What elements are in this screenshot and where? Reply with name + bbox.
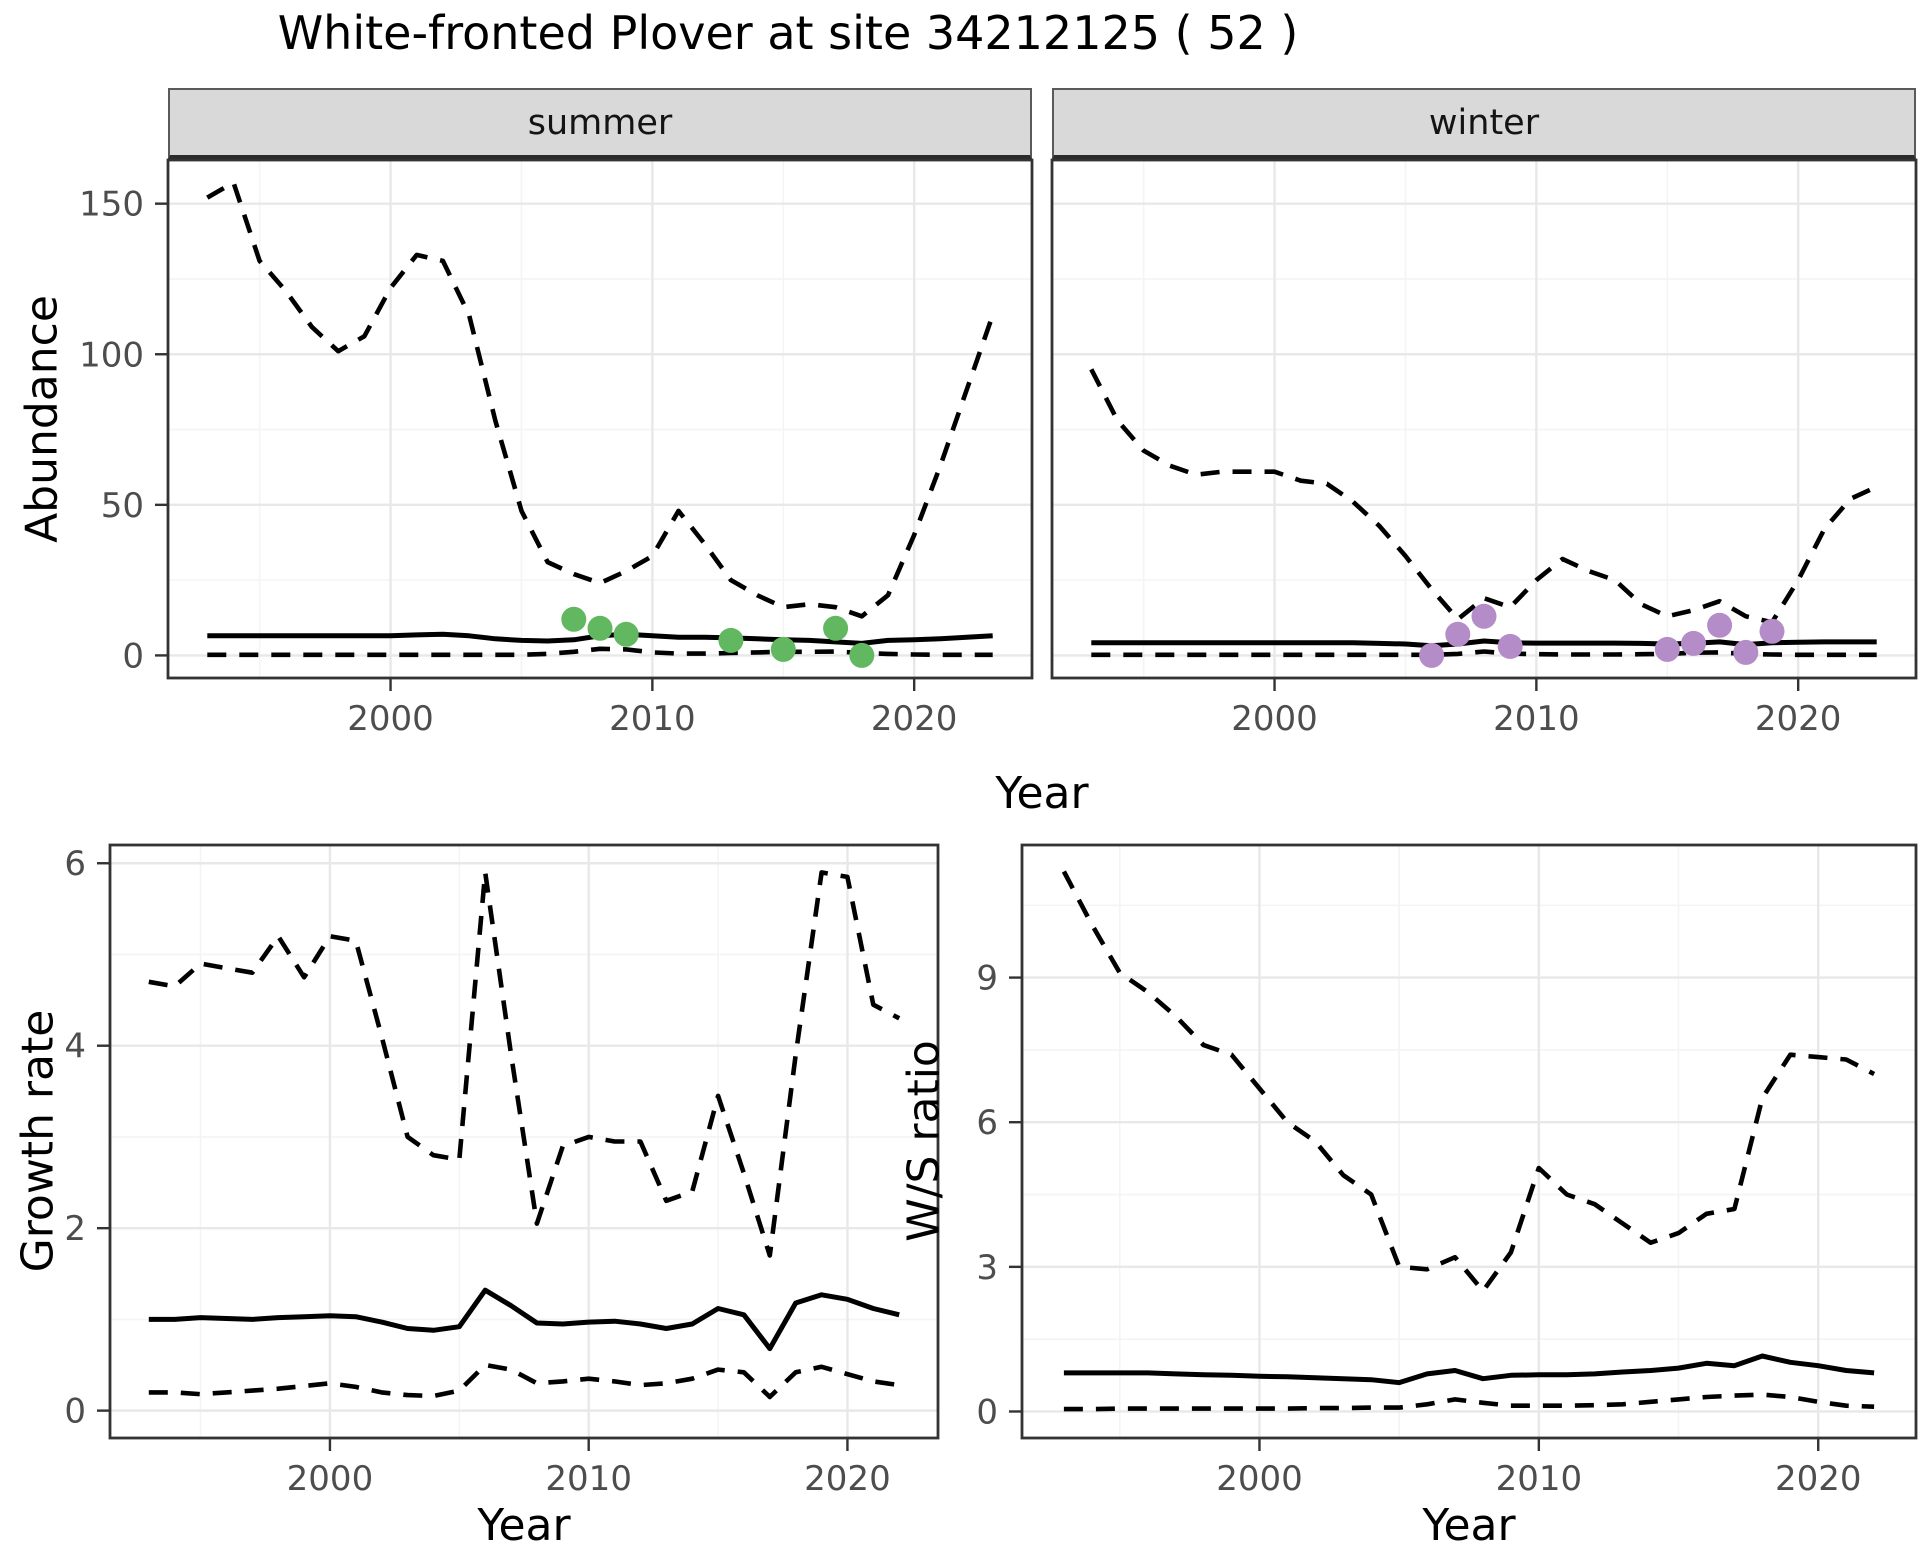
series-upper-ci-dashed	[1089, 368, 1878, 625]
observation-point	[587, 615, 613, 641]
y-axis-title-abundance: Abundance	[16, 295, 68, 543]
series-lower-ci-dashed	[148, 1362, 900, 1400]
observation-point	[770, 636, 796, 662]
x-tick-label: 2010	[1493, 699, 1580, 739]
observation-point	[1759, 618, 1785, 644]
observation-point	[849, 642, 875, 668]
y-tick-label: 6	[976, 1103, 998, 1143]
x-tick-label: 2000	[1231, 699, 1318, 739]
y-tick-label: 2	[64, 1209, 86, 1249]
x-tick-label: 2010	[609, 699, 696, 739]
series-median-solid	[148, 1287, 900, 1352]
observation-point	[1733, 639, 1759, 665]
observation-point	[613, 621, 639, 647]
series-upper-ci-dashed	[206, 180, 995, 619]
y-tick-label: 4	[64, 1027, 86, 1067]
y-tick-label: 150	[79, 185, 144, 225]
facet-strip-winter: winter	[1052, 88, 1916, 160]
facet-strip-winter-label: winter	[1428, 102, 1540, 143]
panel-border	[1050, 158, 1918, 680]
series-lower-ci-dashed	[1063, 1392, 1875, 1412]
panel-bg	[168, 160, 1032, 678]
y-tick-label: 0	[122, 636, 144, 676]
observation-point	[1471, 603, 1497, 629]
observation-point	[1707, 612, 1733, 638]
panel-bg	[1052, 160, 1916, 678]
x-tick-label: 2020	[804, 1459, 891, 1499]
y-tick-label: 50	[101, 486, 144, 526]
facet-strip-summer: summer	[168, 88, 1032, 160]
x-tick-label: 2000	[287, 1459, 374, 1499]
series-upper-ci-dashed	[1061, 870, 1876, 1294]
panel-growth-rate: 2000 2010 2020 0 2 4 6	[64, 843, 940, 1499]
x-axis-title-ws: Year	[1422, 1500, 1516, 1551]
x-tick-label: 2010	[1496, 1459, 1583, 1499]
x-tick-label: 2020	[1775, 1459, 1862, 1499]
panel-border	[166, 158, 1034, 680]
observation-point	[823, 615, 849, 641]
y-axis-title-ws: W/S ratio	[898, 1040, 950, 1242]
observation-point	[1497, 633, 1523, 659]
panel-bg	[1022, 845, 1916, 1438]
x-tick-label: 2020	[871, 699, 958, 739]
observation-point	[1681, 630, 1706, 656]
panel-ws-ratio: 2000 2010 2020 0 3 6 9	[976, 843, 1918, 1499]
plot-title: White-fronted Plover at site 34212125 ( …	[277, 6, 1299, 60]
series-median-solid	[1063, 1353, 1875, 1386]
y-tick-label: 0	[976, 1392, 998, 1432]
x-tick-label: 2020	[1755, 699, 1842, 739]
y-tick-label: 100	[79, 335, 144, 375]
y-tick-label: 3	[976, 1248, 998, 1288]
y-tick-label: 6	[64, 844, 86, 884]
panel-abundance-winter: 2000 2010 2020	[1050, 158, 1918, 739]
observation-point	[561, 606, 587, 632]
y-tick-label: 0	[64, 1392, 86, 1432]
x-tick-label: 2000	[347, 699, 434, 739]
panel-border	[108, 843, 940, 1440]
observation-point	[1654, 636, 1680, 662]
panel-abundance-summer: 2000 2010 2020 0 50 100 150	[79, 158, 1034, 739]
y-tick-label: 9	[976, 959, 998, 999]
panel-border	[1020, 843, 1918, 1440]
observation-point	[1445, 621, 1471, 647]
observation-point	[718, 627, 744, 653]
x-axis-title-growth: Year	[477, 1500, 571, 1551]
x-tick-label: 2000	[1216, 1459, 1303, 1499]
x-tick-label: 2010	[545, 1459, 632, 1499]
x-axis-title-top: Year	[995, 768, 1089, 819]
observation-point	[1419, 642, 1445, 668]
facet-strip-summer-label: summer	[527, 102, 673, 143]
y-axis-title-growth: Growth rate	[12, 1009, 64, 1273]
series-upper-ci-dashed	[148, 870, 901, 1258]
